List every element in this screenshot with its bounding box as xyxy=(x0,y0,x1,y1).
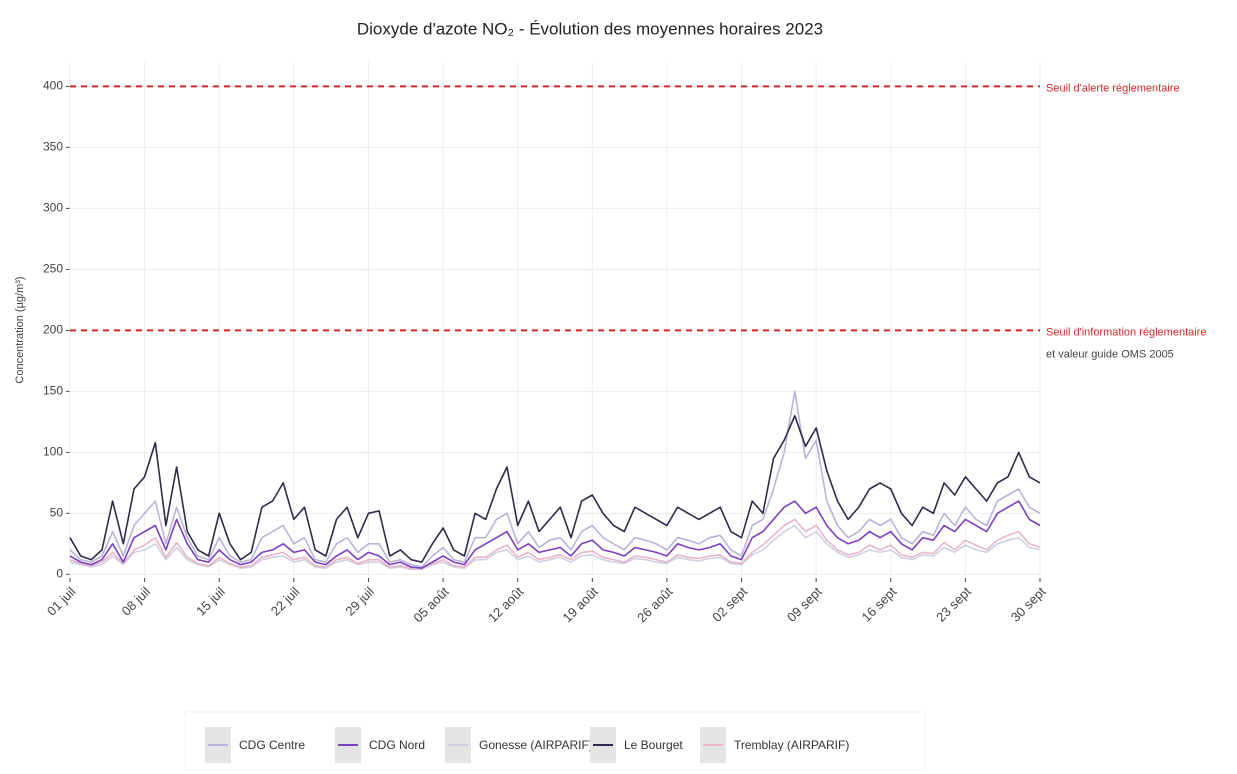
x-tick-label: 16 sept xyxy=(859,584,900,625)
y-tick-label: 100 xyxy=(43,445,63,459)
legend-label: Gonesse (AIRPARIF) xyxy=(479,738,593,752)
series-line xyxy=(69,518,1041,569)
y-tick-label: 400 xyxy=(43,79,63,93)
x-tick-label: 30 sept xyxy=(1008,584,1049,625)
y-tick-label: 200 xyxy=(43,323,63,337)
legend-item: Tremblay (AIRPARIF) xyxy=(700,727,849,763)
x-tick-label: 19 août xyxy=(560,584,602,626)
threshold-sublabel: et valeur guide OMS 2005 xyxy=(1046,348,1174,360)
x-tick-label: 09 sept xyxy=(784,584,825,625)
chart-title: Dioxyde d'azote NO₂ - Évolution des moye… xyxy=(357,19,823,38)
threshold-label: Seuil d'alerte réglementaire xyxy=(1046,82,1180,94)
legend-item: Le Bourget xyxy=(590,727,683,763)
x-tick-label: 26 août xyxy=(634,584,676,626)
series-line xyxy=(69,390,1041,568)
x-tick-label: 05 août xyxy=(410,584,452,626)
y-tick-label: 0 xyxy=(56,567,63,581)
y-axis-label: Concentration (µg/m³) xyxy=(14,276,26,383)
x-tick-label: 01 juil xyxy=(44,584,79,619)
series-line xyxy=(69,500,1041,569)
legend-label: CDG Centre xyxy=(239,738,305,752)
legend-box xyxy=(184,711,926,771)
y-tick-label: 50 xyxy=(50,506,64,520)
y-tick-label: 300 xyxy=(43,201,63,215)
legend-label: Tremblay (AIRPARIF) xyxy=(734,738,849,752)
x-tick-label: 22 juil xyxy=(268,584,303,619)
threshold-label: Seuil d'information réglementaire xyxy=(1046,326,1206,338)
y-tick-label: 150 xyxy=(43,384,63,398)
legend-item: CDG Centre xyxy=(205,727,305,763)
y-tick-label: 250 xyxy=(43,262,63,276)
x-tick-label: 08 juil xyxy=(119,584,154,619)
legend-item: Gonesse (AIRPARIF) xyxy=(445,727,593,763)
x-tick-label: 29 juil xyxy=(342,584,377,619)
x-tick-label: 23 sept xyxy=(933,584,974,625)
legend-label: Le Bourget xyxy=(624,738,683,752)
x-tick-label: 12 août xyxy=(485,584,527,626)
series-line xyxy=(69,415,1041,563)
x-tick-label: 15 juil xyxy=(193,584,228,619)
series-line xyxy=(69,524,1041,571)
x-tick-label: 02 sept xyxy=(709,584,750,625)
legend-label: CDG Nord xyxy=(369,738,425,752)
legend-item: CDG Nord xyxy=(335,727,425,763)
y-tick-label: 350 xyxy=(43,140,63,154)
